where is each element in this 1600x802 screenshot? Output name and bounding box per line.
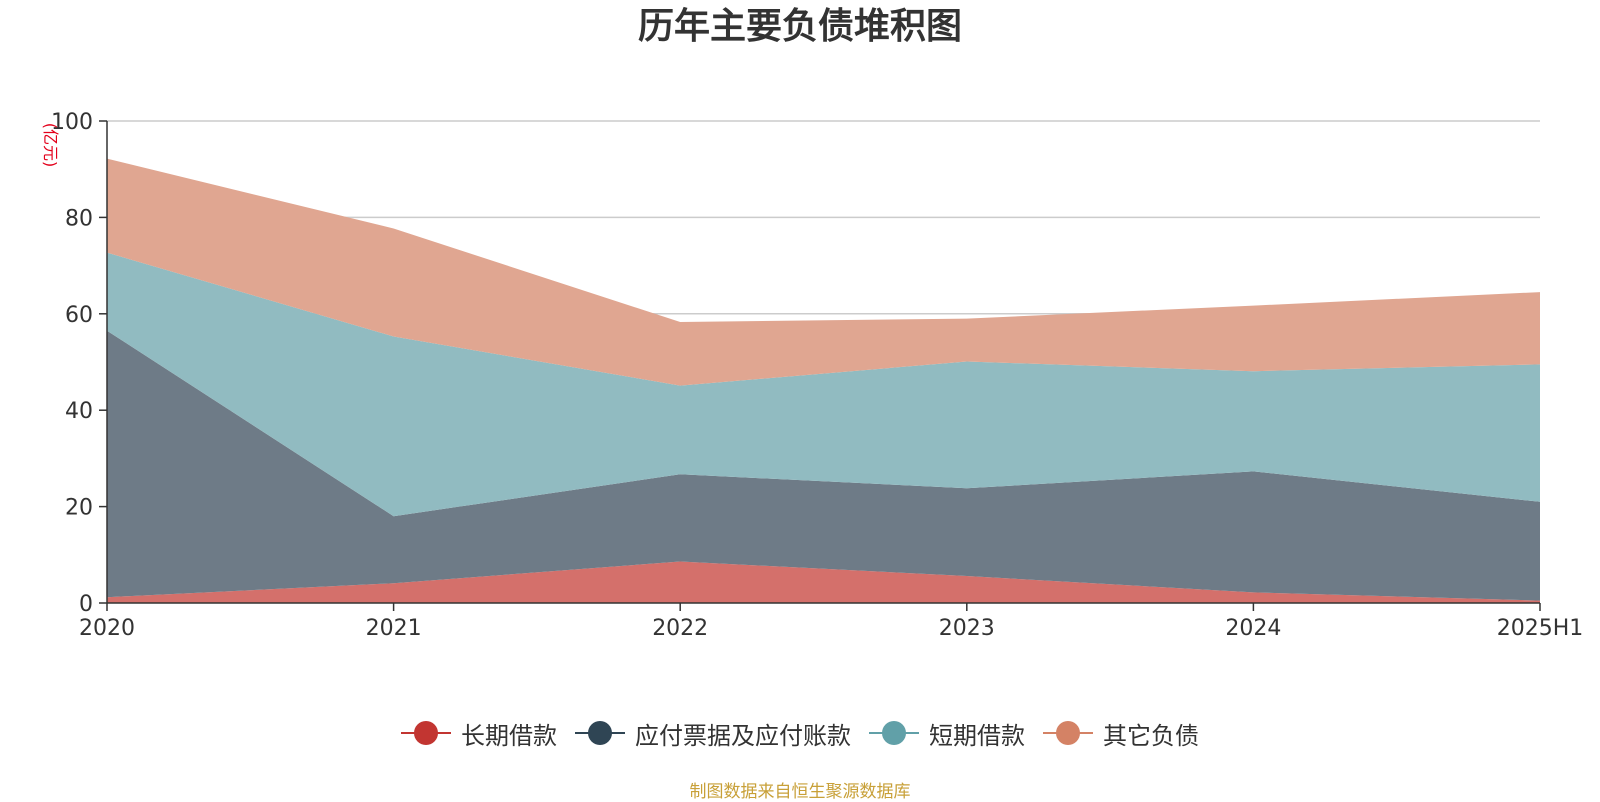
legend-marker-icon	[401, 719, 451, 747]
legend-item-4[interactable]: 其它负债	[1043, 718, 1199, 750]
legend-label: 长期借款	[461, 721, 557, 750]
legend-label: 应付票据及应付账款	[635, 721, 851, 750]
source-note: 制图数据来自恒生聚源数据库	[689, 782, 911, 802]
area-series-1	[107, 561, 1540, 603]
legend-label: 其它负债	[1103, 721, 1199, 750]
x-tick-label-2020: 2020	[79, 616, 135, 641]
y-tick-label-60: 60	[65, 303, 93, 328]
area-series-3	[107, 252, 1540, 517]
legend-item-1[interactable]: 长期借款	[401, 718, 557, 750]
x-tick-label-2023: 2023	[939, 616, 995, 641]
legend-label: 短期借款	[929, 721, 1025, 750]
legend-marker-icon	[575, 719, 625, 747]
x-tick-label-2022: 2022	[652, 616, 708, 641]
x-tick-label-2021: 2021	[366, 616, 422, 641]
area-series-4	[107, 158, 1540, 386]
area-series-2	[107, 330, 1540, 601]
axes: 0 20 40 60 80 100 2020 2021 2022 2023 2024 2025H1	[51, 110, 1583, 641]
legend-marker-icon	[869, 719, 919, 747]
area-series	[107, 158, 1540, 603]
legend-marker-icon	[1043, 719, 1093, 747]
legend: 长期借款 应付票据及应付账款 短期借款 其它负债	[0, 718, 1600, 753]
y-tick-label-100: 100	[51, 110, 93, 135]
legend-item-2[interactable]: 应付票据及应付账款	[575, 718, 851, 750]
x-tick-label-2025H1: 2025H1	[1497, 616, 1584, 641]
y-axis-unit-label: (亿元)	[41, 123, 60, 168]
x-tick-label-2024: 2024	[1225, 616, 1281, 641]
y-tick-label-40: 40	[65, 399, 93, 424]
y-tick-label-20: 20	[65, 496, 93, 521]
y-tick-label-0: 0	[79, 592, 93, 617]
y-tick-label-80: 80	[65, 206, 93, 231]
chart-title: 历年主要负债堆积图	[637, 6, 962, 47]
legend-item-3[interactable]: 短期借款	[869, 718, 1025, 750]
